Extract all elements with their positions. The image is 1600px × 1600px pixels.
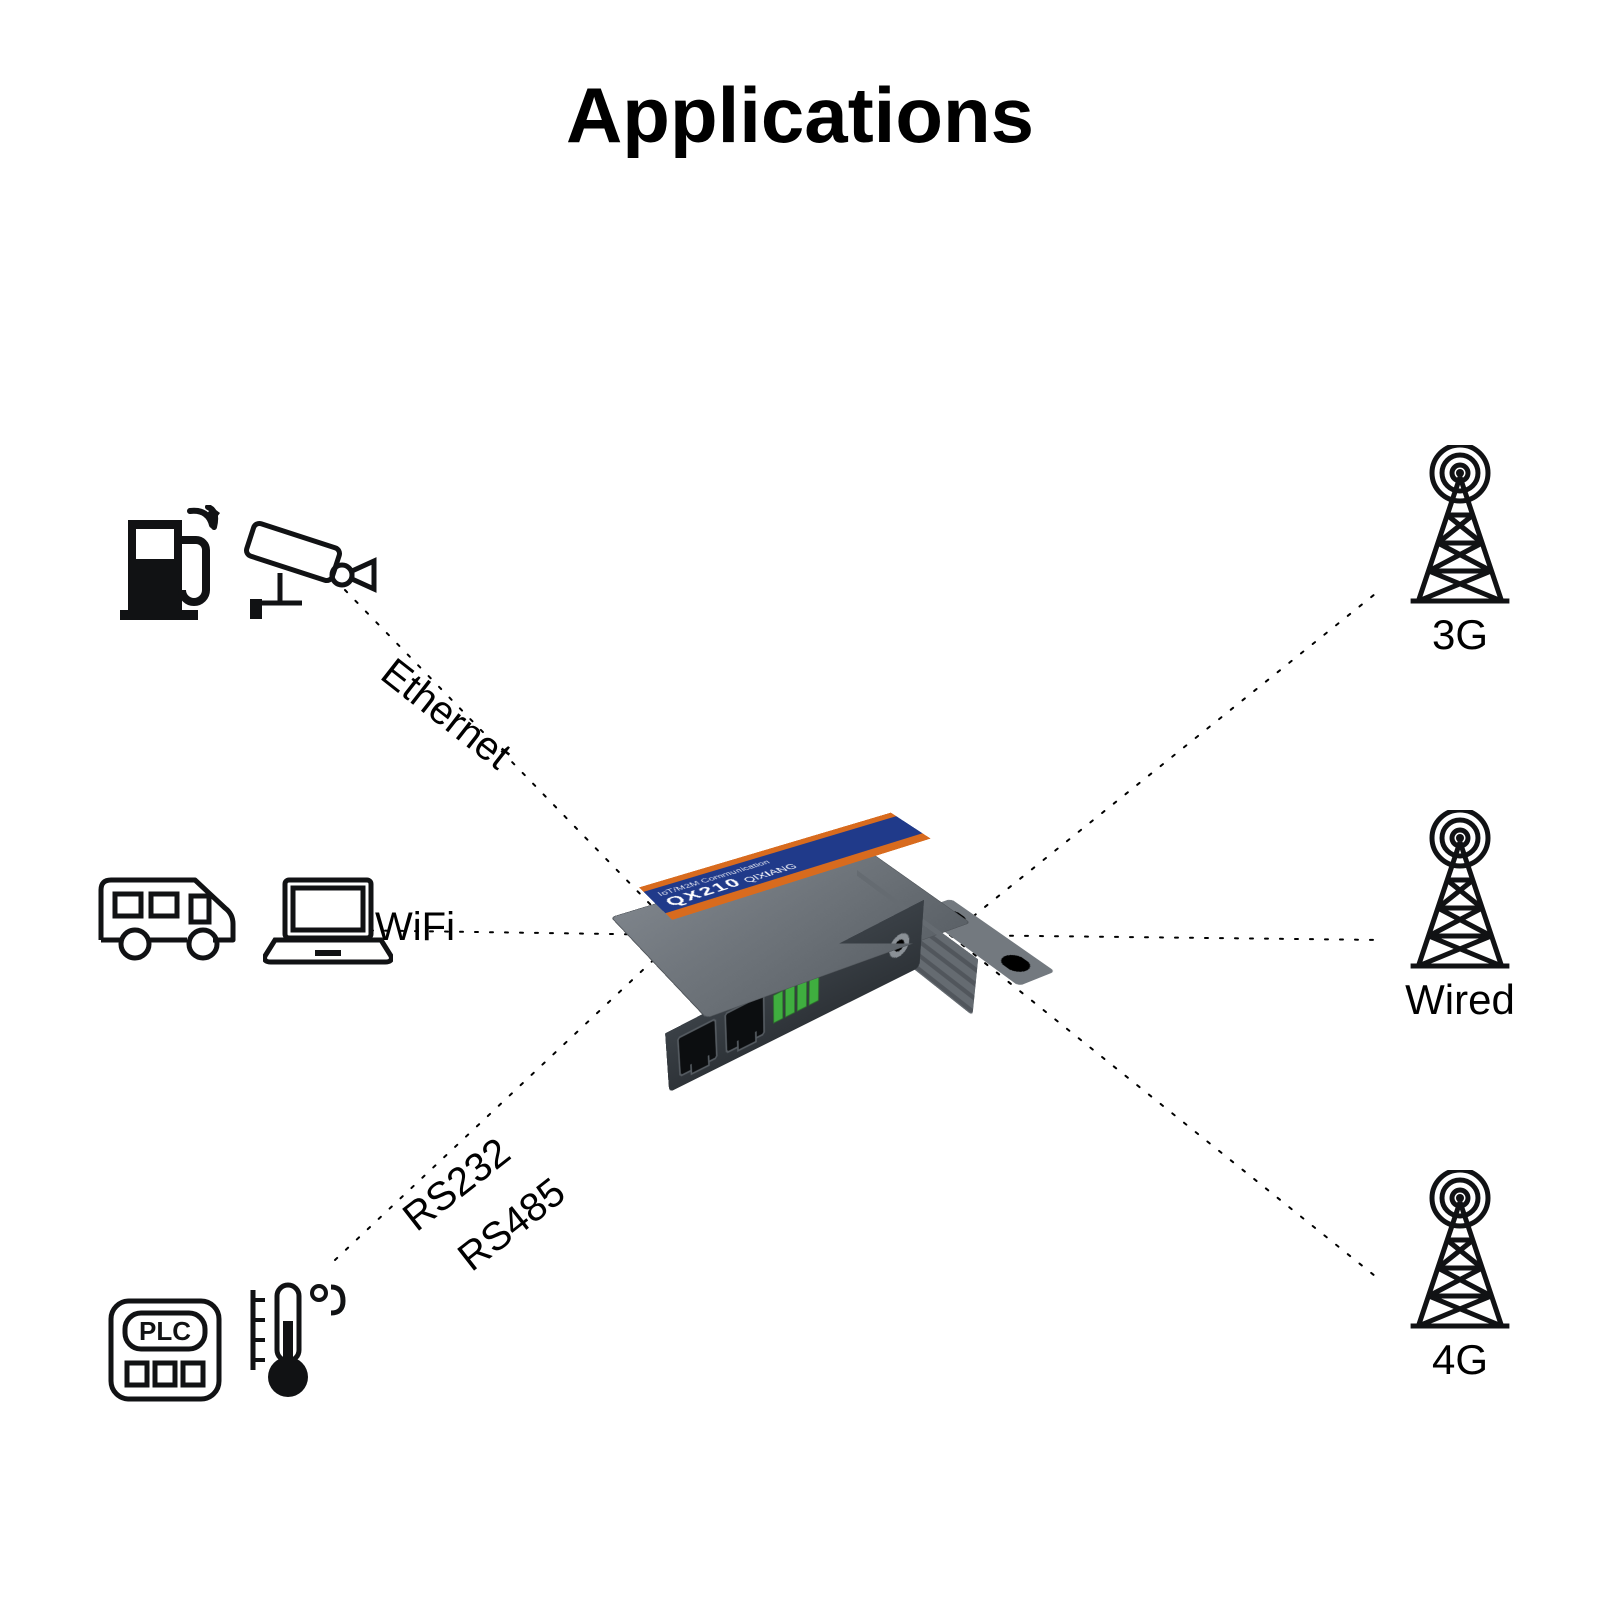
left-node-serial: PLC bbox=[105, 1275, 353, 1405]
router-device: IoT/M2M Communication QX210 QIXIANG bbox=[640, 820, 940, 1020]
right-node-3g: 3G bbox=[1395, 445, 1525, 659]
tower-caption: 3G bbox=[1432, 611, 1488, 659]
rj45-port-icon bbox=[677, 1018, 718, 1078]
tower-caption: Wired bbox=[1405, 976, 1515, 1024]
svg-text:PLC: PLC bbox=[139, 1316, 191, 1346]
gas-pump-icon bbox=[120, 505, 220, 625]
thermometer-icon bbox=[243, 1275, 353, 1405]
right-node-4g: 4G bbox=[1395, 1170, 1525, 1384]
cell-tower-icon bbox=[1395, 445, 1525, 605]
cell-tower-icon bbox=[1395, 1170, 1525, 1330]
laptop-icon bbox=[263, 870, 393, 970]
left-node-eth bbox=[120, 505, 378, 625]
cctv-camera-icon bbox=[238, 515, 378, 625]
rv-icon bbox=[95, 870, 245, 970]
left-node-wifi bbox=[95, 870, 393, 970]
right-node-wired: Wired bbox=[1395, 810, 1525, 1024]
tower-caption: 4G bbox=[1432, 1336, 1488, 1384]
cell-tower-icon bbox=[1395, 810, 1525, 970]
plc-icon: PLC bbox=[105, 1295, 225, 1405]
